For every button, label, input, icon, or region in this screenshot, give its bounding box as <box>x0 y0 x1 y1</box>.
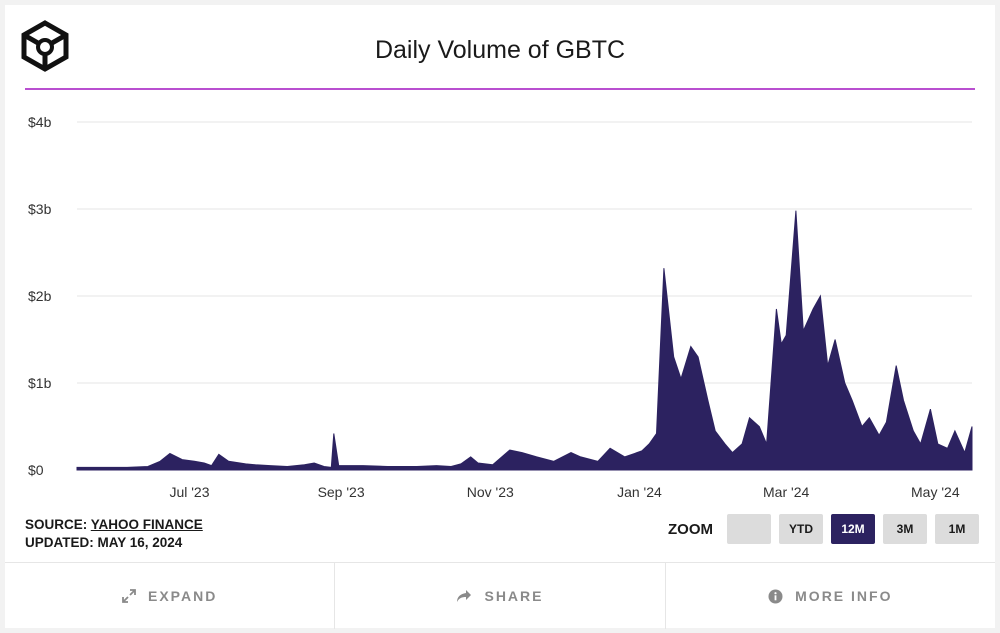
footer-actions: EXPAND SHARE MORE INFO <box>5 562 995 629</box>
source-label: SOURCE: <box>25 517 91 532</box>
zoom-controls: ZOOM YTD 12M 3M 1M <box>668 514 979 544</box>
logo-icon <box>21 20 69 72</box>
share-icon <box>456 589 472 603</box>
x-tick-label: Mar '24 <box>763 484 809 500</box>
y-tick-label: $2b <box>28 288 52 304</box>
x-tick-label: Sep '23 <box>318 484 365 500</box>
y-tick-label: $0 <box>28 462 44 478</box>
zoom-ytd-button[interactable]: YTD <box>779 514 823 544</box>
x-tick-label: Jan '24 <box>617 484 662 500</box>
volume-area-series <box>76 210 973 471</box>
info-icon <box>768 589 783 604</box>
x-axis-labels: Jul '23 Sep '23 Nov '23 Jan '24 Mar '24 May '… <box>169 484 959 500</box>
x-tick-label: May '24 <box>911 484 960 500</box>
source-block: SOURCE: YAHOO FINANCE UPDATED: MAY 16, 2… <box>25 516 203 552</box>
expand-icon <box>122 589 136 603</box>
title-divider <box>25 88 975 90</box>
x-tick-label: Nov '23 <box>467 484 514 500</box>
y-tick-label: $1b <box>28 375 52 391</box>
updated-date: UPDATED: MAY 16, 2024 <box>25 535 183 550</box>
chart-title: Daily Volume of GBTC <box>374 36 626 64</box>
share-label: SHARE <box>484 588 544 604</box>
volume-area-chart[interactable]: $0 $1b $2b $3b $4b Jul '23 Sep '23 Nov '23 Jan … <box>0 100 1000 510</box>
zoom-1m-button[interactable]: 1M <box>935 514 979 544</box>
y-tick-label: $3b <box>28 201 52 217</box>
more-info-label: MORE INFO <box>795 588 893 604</box>
zoom-12m-button[interactable]: 12M <box>831 514 875 544</box>
x-tick-label: Jul '23 <box>169 484 209 500</box>
zoom-label: ZOOM <box>668 520 713 538</box>
expand-label: EXPAND <box>148 588 218 604</box>
expand-button[interactable]: EXPAND <box>5 563 336 629</box>
share-button[interactable]: SHARE <box>335 563 666 629</box>
zoom-blank-button[interactable] <box>727 514 771 544</box>
zoom-3m-button[interactable]: 3M <box>883 514 927 544</box>
y-axis-labels: $0 $1b $2b $3b $4b <box>28 114 52 478</box>
source-link[interactable]: YAHOO FINANCE <box>90 517 203 532</box>
chart-card <box>5 5 995 628</box>
y-tick-label: $4b <box>28 114 52 130</box>
more-info-button[interactable]: MORE INFO <box>666 563 995 629</box>
